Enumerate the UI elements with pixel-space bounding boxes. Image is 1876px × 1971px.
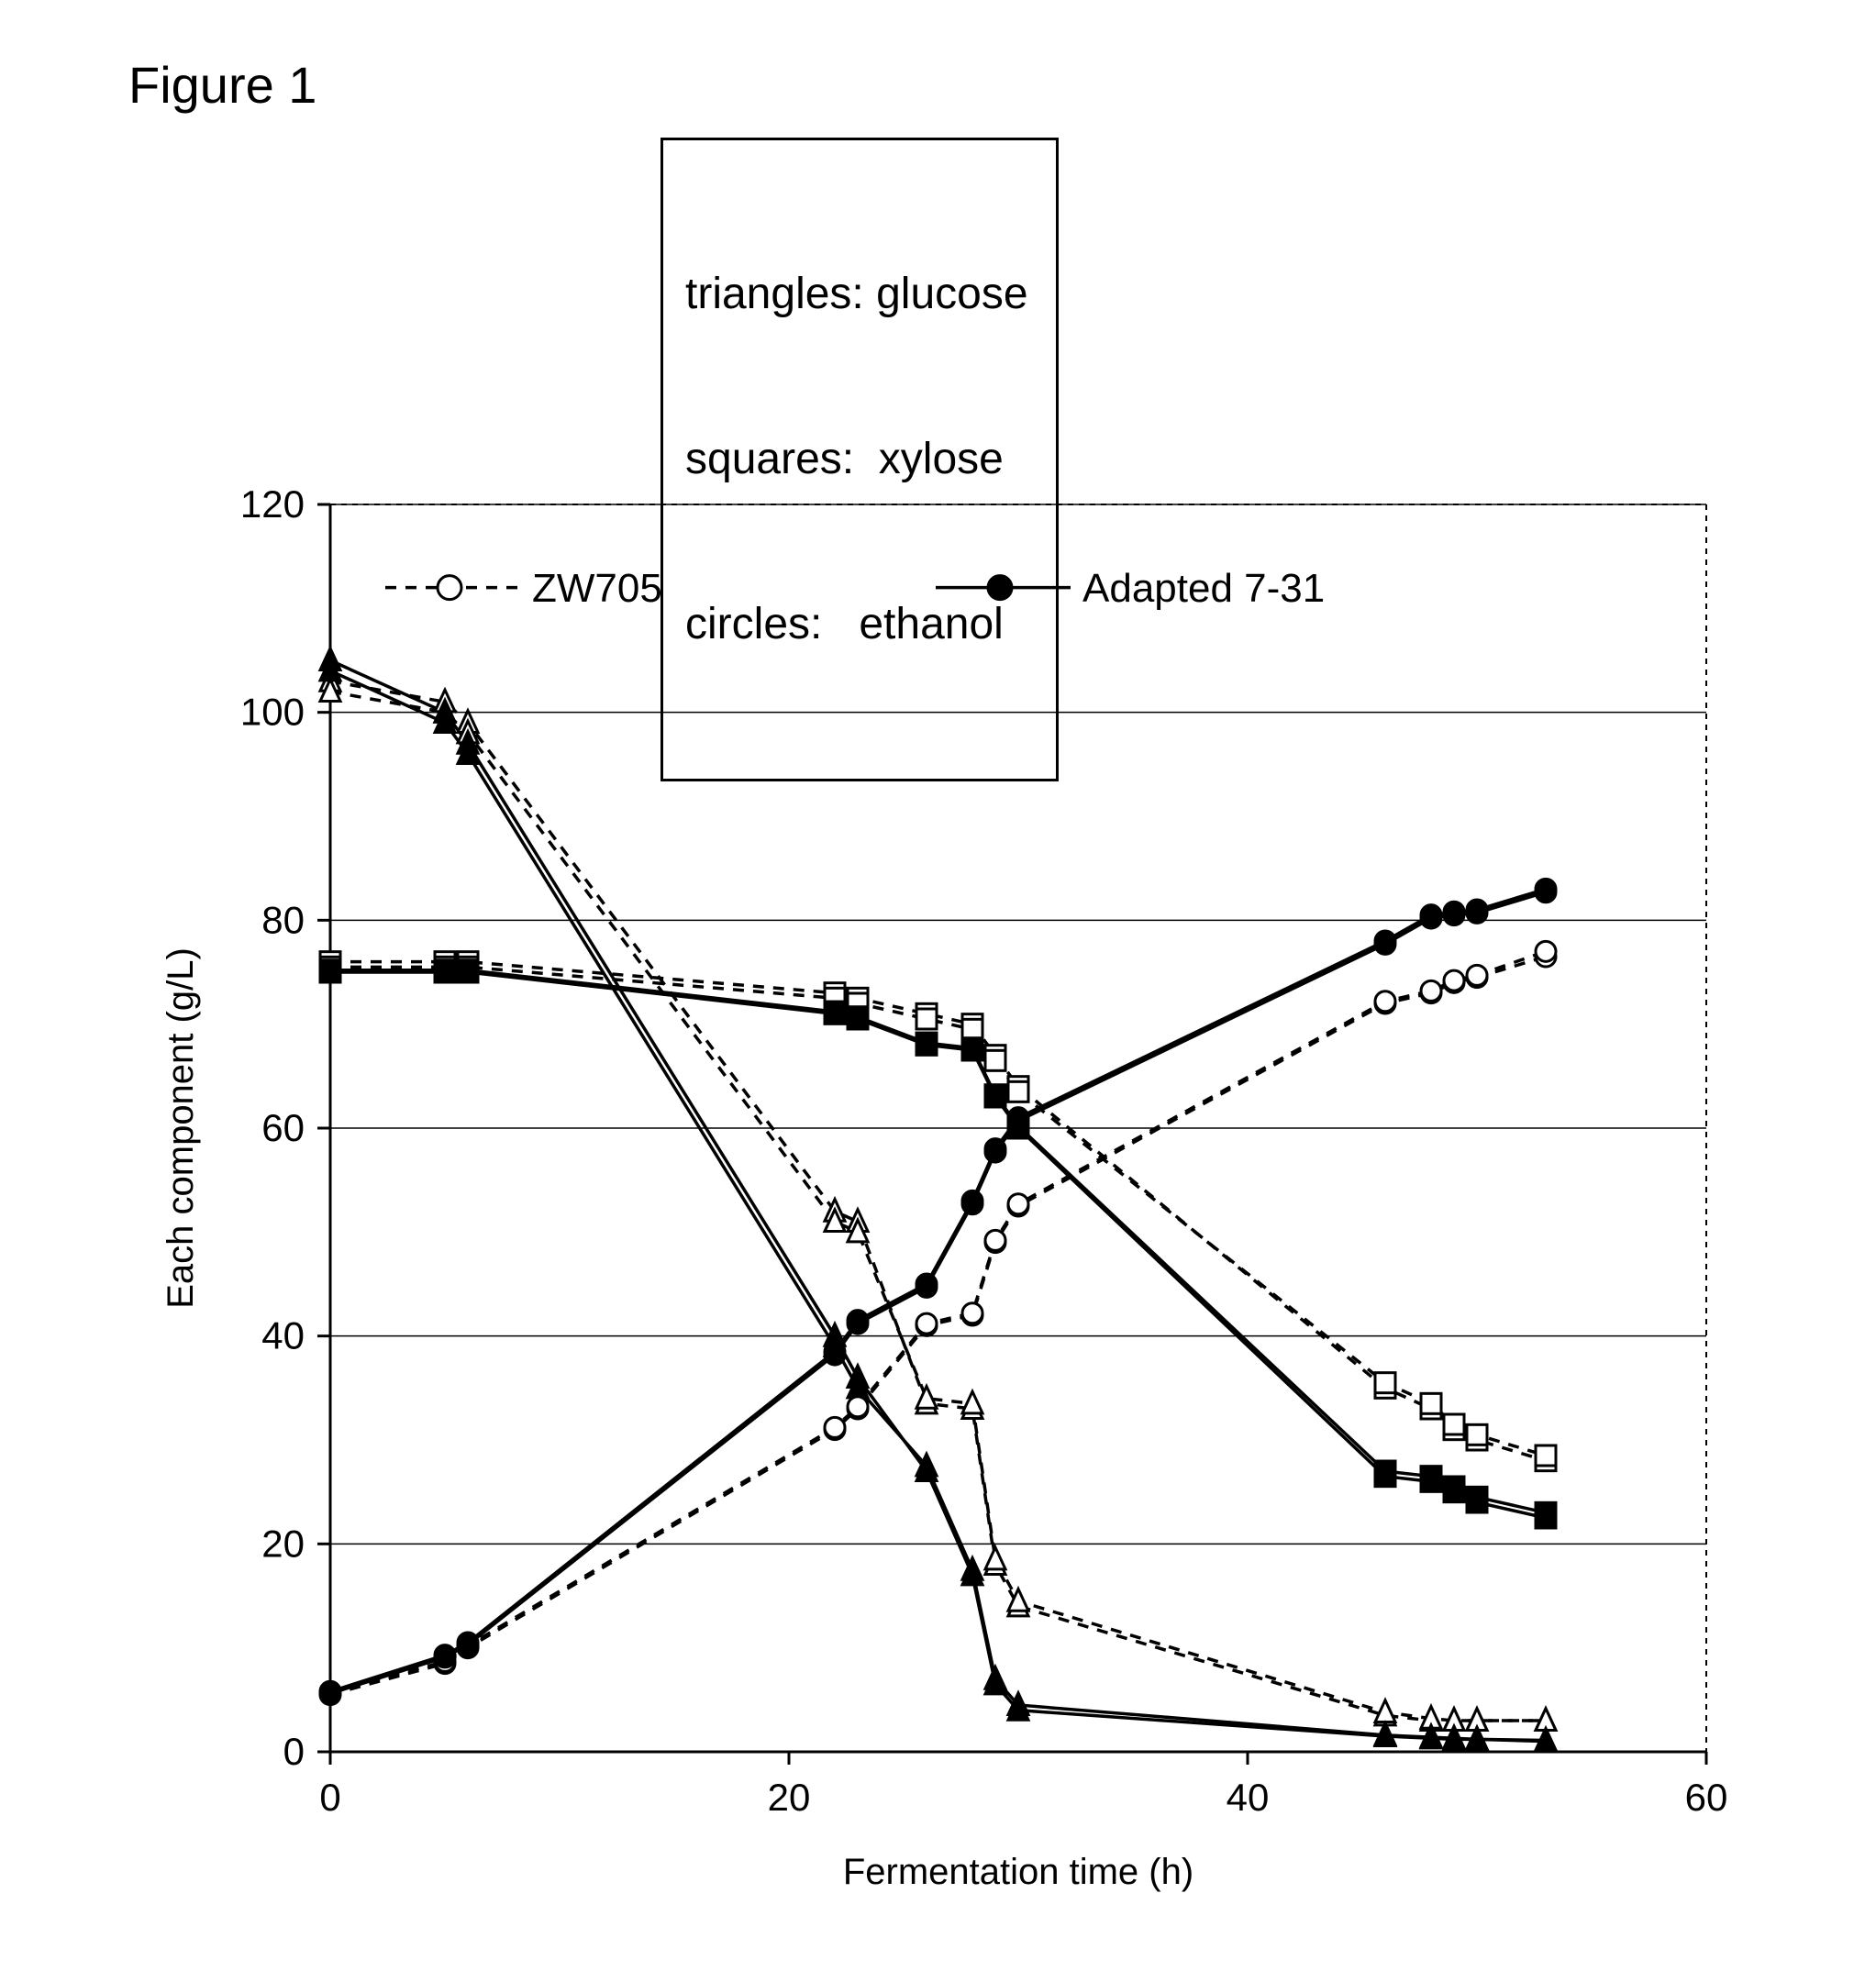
svg-text:Adapted 7-31: Adapted 7-31 <box>1082 566 1325 611</box>
svg-text:80: 80 <box>261 898 305 941</box>
marker-legend-line-1: triangles: glucose <box>685 267 1028 322</box>
svg-text:Each component (g/L): Each component (g/L) <box>161 947 201 1309</box>
svg-text:0: 0 <box>319 1776 340 1819</box>
svg-text:120: 120 <box>240 482 305 526</box>
svg-text:0: 0 <box>283 1730 305 1773</box>
page: Figure 1 triangles: glucose squares: xyl… <box>0 0 1876 1971</box>
figure-label: Figure 1 <box>128 55 316 115</box>
svg-text:60: 60 <box>261 1106 305 1149</box>
svg-text:20: 20 <box>261 1522 305 1565</box>
chart-svg: 0 20 40 60 Fermentation time (h) 0 20 40 60 80 100… <box>128 477 1761 1908</box>
svg-text:20: 20 <box>768 1776 811 1819</box>
svg-text:60: 60 <box>1685 1776 1728 1819</box>
svg-text:40: 40 <box>1227 1776 1270 1819</box>
chart: 0 20 40 60 Fermentation time (h) 0 20 40 60 80 100… <box>128 477 1761 1908</box>
svg-text:100: 100 <box>240 691 305 734</box>
svg-text:Fermentation time (h): Fermentation time (h) <box>843 1852 1193 1892</box>
svg-text:40: 40 <box>261 1314 305 1357</box>
svg-text:ZW705: ZW705 <box>532 566 662 611</box>
